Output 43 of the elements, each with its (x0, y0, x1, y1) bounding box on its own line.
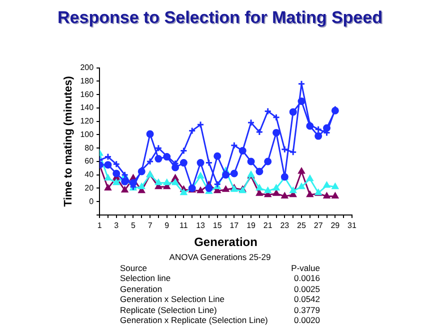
y-tick-label: 60 (84, 156, 94, 166)
y-tick-label: 180 (80, 76, 94, 86)
x-tick-label: 1 (97, 221, 102, 230)
text: Replicate (Selection Line) (120, 304, 217, 315)
x-tick-label: 7 (148, 221, 153, 230)
text: 0.0020 (294, 315, 320, 326)
text: Generation x Selection Line (120, 294, 224, 304)
y-tick-label: 160 (80, 90, 94, 99)
y-tick-label: 100 (80, 130, 94, 139)
y-tick-label: 80 (84, 143, 94, 152)
chart-title: Response to Selection for Mating Speed (56, 8, 384, 28)
text: P-value (291, 262, 320, 273)
y-tick-label: 0 (89, 196, 94, 206)
text: Selection line (120, 273, 171, 284)
y-tick-label: 40 (84, 170, 94, 180)
x-tick-label: 3 (114, 221, 120, 230)
y-tick-label: 20 (84, 183, 94, 192)
y-tick-label: 120 (80, 116, 94, 126)
x-tick-label: 31 (348, 221, 357, 230)
x-tick-label: 23 (280, 221, 290, 230)
text: Generation x Replicate (Selection Line) (120, 315, 268, 326)
text: 0.3779 (294, 304, 320, 315)
y-axis-title: Time to mating (minutes) (62, 76, 75, 207)
x-tick-label: 15 (212, 221, 222, 230)
x-axis-title: Generation (194, 235, 258, 250)
x-tick-label: 27 (314, 221, 324, 230)
x-tick-label: 5 (130, 221, 136, 230)
x-tick-label: 25 (297, 221, 307, 230)
text: Generation (120, 284, 162, 294)
text: 0.0016 (294, 273, 320, 284)
x-tick-label: 11 (180, 221, 188, 230)
y-tick-label: 200 (80, 63, 94, 72)
y-tick-label: 140 (80, 103, 94, 112)
x-tick-label: 29 (330, 221, 340, 230)
x-tick-label: 17 (230, 221, 240, 230)
x-tick-label: 21 (263, 221, 273, 230)
text: Source (120, 262, 147, 273)
text: 0.0542 (294, 294, 320, 304)
x-tick-label: 13 (196, 221, 206, 230)
x-tick-label: 9 (164, 221, 170, 230)
text: ANOVA Generations 25-29 (168, 252, 272, 262)
text: 0.0025 (294, 284, 320, 294)
x-tick-label: 19 (246, 221, 256, 230)
